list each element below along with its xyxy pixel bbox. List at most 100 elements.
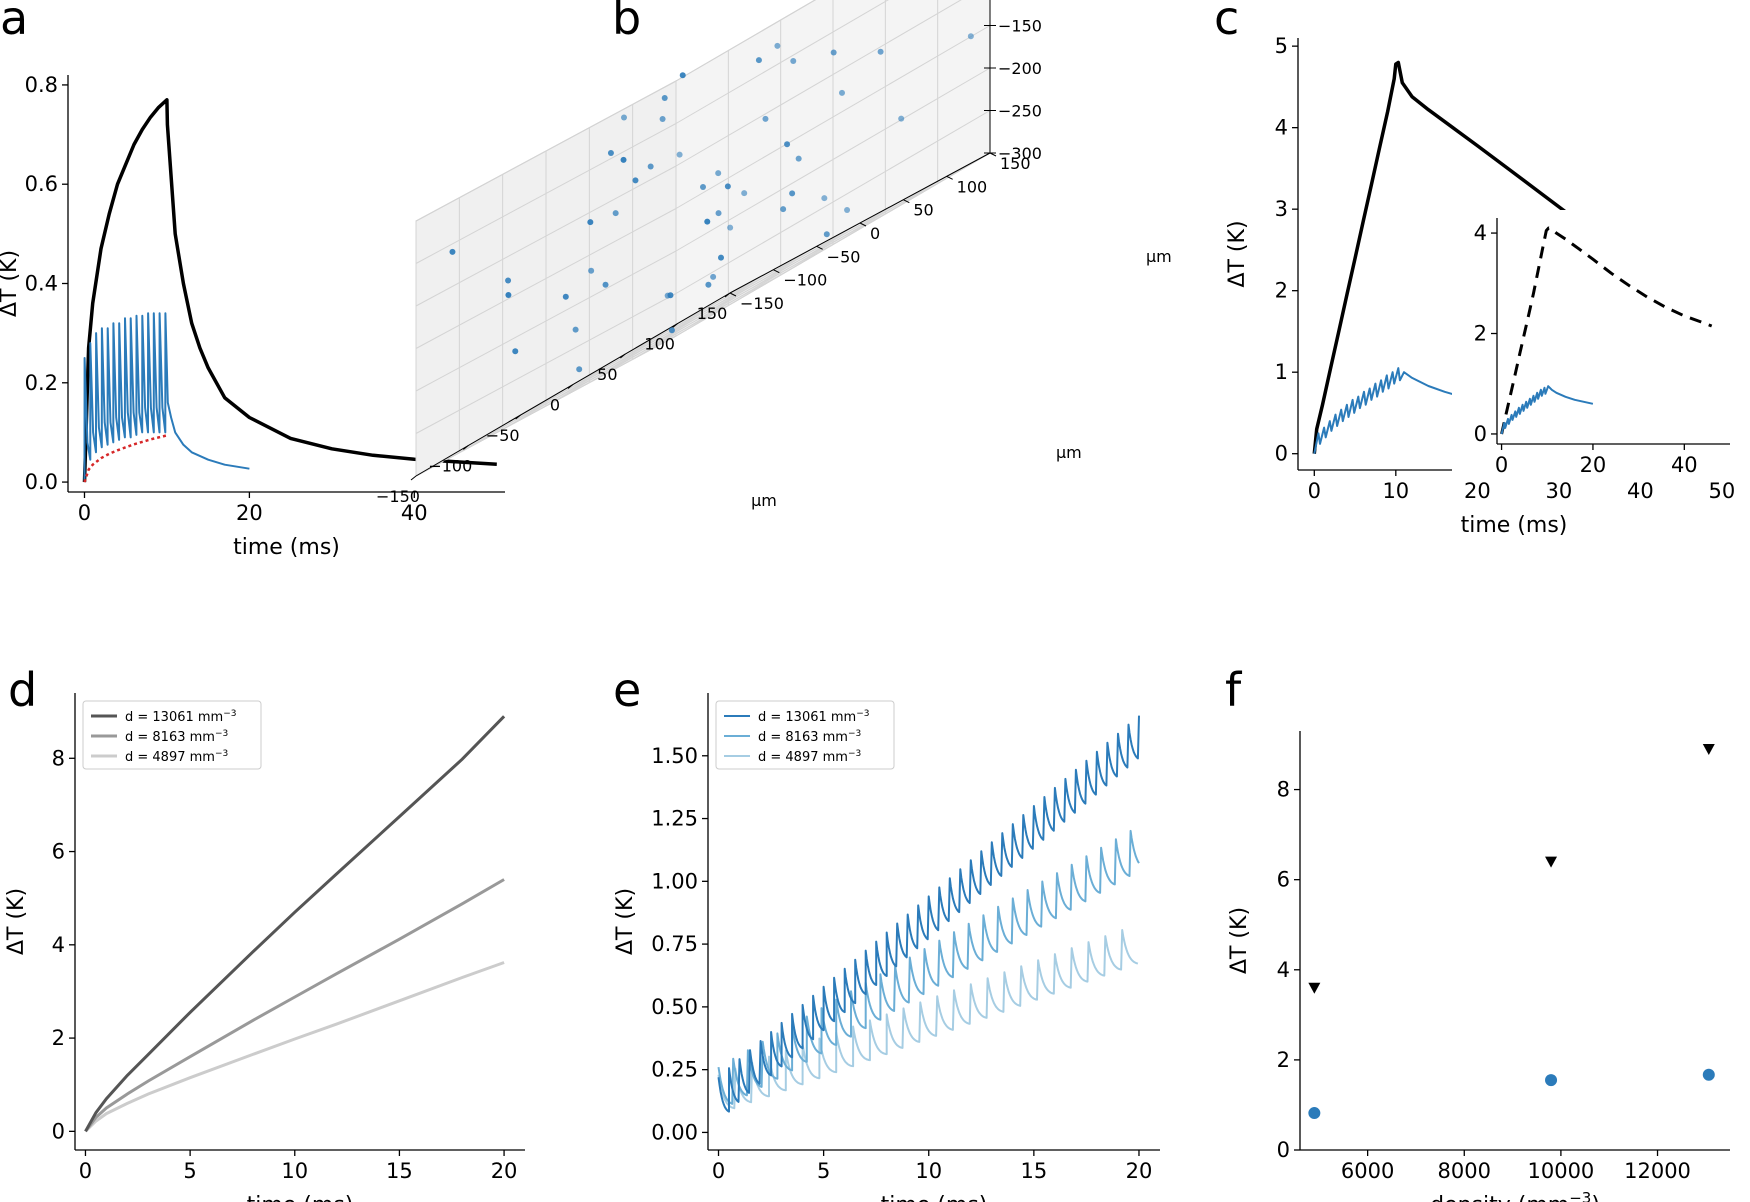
y-axis-label: ΔT (K): [1225, 220, 1250, 287]
x-tick-label: 40: [1627, 479, 1654, 503]
scatter-point-spiking: [1545, 1074, 1558, 1087]
y-tick-label: 0: [870, 224, 880, 243]
scatter-point: [821, 195, 828, 202]
legend-entry-text: d = 4897 mm: [125, 750, 215, 765]
panel-letter-d: d: [8, 663, 37, 717]
legend-entry-sup: −3: [848, 729, 861, 739]
x-axis-label-sup: −3: [1569, 1189, 1591, 1202]
scatter-point: [659, 115, 666, 122]
scatter-point-spiking: [1308, 1107, 1321, 1120]
legend-entry-sup: −3: [223, 709, 236, 719]
scatter-point: [715, 170, 722, 177]
legend-box: [82, 700, 262, 770]
x-tick-mark: [672, 323, 678, 328]
y-tick-label: 0: [1474, 422, 1487, 446]
scatter-point: [705, 281, 712, 288]
y-tick-label: 6: [1277, 868, 1290, 892]
inset-background: [1452, 210, 1735, 476]
scatter-point: [505, 277, 512, 284]
panel-letter-e: e: [613, 663, 641, 717]
y-tick-label: 4: [52, 933, 65, 957]
y-tick-label: −50: [827, 247, 861, 266]
grid-line: [415, 80, 677, 222]
scatter-point: [632, 177, 639, 184]
scatter-point: [774, 42, 781, 49]
legend-box: [715, 700, 895, 770]
scatter-point: [898, 115, 905, 122]
scatter-point: [710, 273, 717, 280]
x-axis-label-text: time (ms): [247, 1193, 354, 1202]
y-tick-label: 100: [957, 177, 988, 196]
y-tick-mark: [946, 175, 953, 180]
series-line: [717, 929, 1139, 1110]
x-tick-label: 100: [644, 335, 675, 354]
series-line: [84, 961, 505, 1133]
y-axis-label: ΔT (K): [613, 888, 638, 955]
y-tick-mark: [816, 245, 823, 250]
y-tick-label: 0.75: [651, 932, 698, 956]
x-tick-mark: [567, 384, 574, 389]
x-axis-label: time (ms): [1461, 513, 1568, 538]
y-tick-label: 0: [52, 1119, 65, 1143]
x-axis-label: time (ms): [233, 535, 340, 560]
x-tick-label: 20: [491, 1159, 518, 1183]
y-tick-label: 0.8: [25, 73, 58, 97]
y-tick-label: 0.50: [651, 995, 698, 1019]
scatter-point: [572, 326, 579, 333]
x-tick-label: 10: [281, 1159, 308, 1183]
z-axis-label: μm: [1146, 247, 1172, 266]
y-tick-label: 3: [1275, 197, 1288, 221]
legend-entry-sup: −3: [856, 709, 869, 719]
scatter-point: [780, 206, 787, 213]
x-tick-label: 10: [915, 1159, 942, 1183]
scatter-point: [647, 163, 654, 170]
series-line: [717, 715, 1140, 1113]
legend-entry: d = 13061 mm−3: [758, 709, 870, 725]
scatter-point: [576, 366, 583, 373]
y-tick-label: 0.4: [25, 272, 58, 296]
x-tick-label: 0: [712, 1159, 725, 1183]
scatter-point: [602, 281, 609, 288]
y-tick-label: 5: [1275, 34, 1288, 58]
series-line: [717, 829, 1140, 1105]
scatter-point: [512, 348, 519, 355]
scatter-point: [724, 183, 731, 190]
series-line-total: [82, 98, 497, 483]
panel-letter-f: f: [1225, 663, 1243, 717]
legend-entry-text: d = 13061 mm: [125, 710, 223, 725]
scatter-point: [967, 33, 974, 40]
series-line: [84, 715, 506, 1133]
y-axis-label: ΔT (K): [0, 250, 22, 317]
y-axis-label: μm: [1056, 443, 1082, 462]
x-axis-label: μm: [751, 491, 777, 510]
series-line-spiking: [83, 312, 250, 483]
y-tick-label: 0: [1277, 1138, 1290, 1162]
scatter-point: [620, 156, 627, 163]
y-tick-label: 6: [52, 840, 65, 864]
y-tick-label: 2: [52, 1026, 65, 1050]
x-axis-label-text: time (ms): [881, 1193, 988, 1202]
x-tick-label: 0: [550, 396, 560, 415]
y-axis-label: ΔT (K): [1227, 907, 1252, 974]
panel-f-axes: [1294, 731, 1730, 1156]
x-tick-label: 150: [697, 304, 728, 323]
scatter-point: [762, 115, 769, 122]
panel-d-axes: [69, 693, 525, 1156]
scatter-point: [562, 293, 569, 300]
grid-line: [415, 123, 677, 264]
x-tick-label: 0: [1308, 479, 1321, 503]
panel-letter-b: b: [612, 0, 641, 45]
y-tick-label: 4: [1277, 958, 1290, 982]
y-tick-label: 8: [52, 746, 65, 770]
series-line-spiking: [1313, 367, 1478, 454]
grid-line: [675, 0, 889, 124]
y-tick-mark: [729, 292, 737, 297]
scatter-point: [668, 327, 675, 334]
x-tick-label: 20: [1126, 1159, 1153, 1183]
x-axis-label-text: time (ms): [1461, 513, 1568, 538]
scatter-point: [877, 48, 884, 55]
x-tick-mark: [724, 292, 731, 298]
legend-entry: d = 8163 mm−3: [758, 729, 861, 745]
legend-d: d = 13061 mm−3d = 8163 mm−3d = 4897 mm−3: [82, 700, 262, 770]
